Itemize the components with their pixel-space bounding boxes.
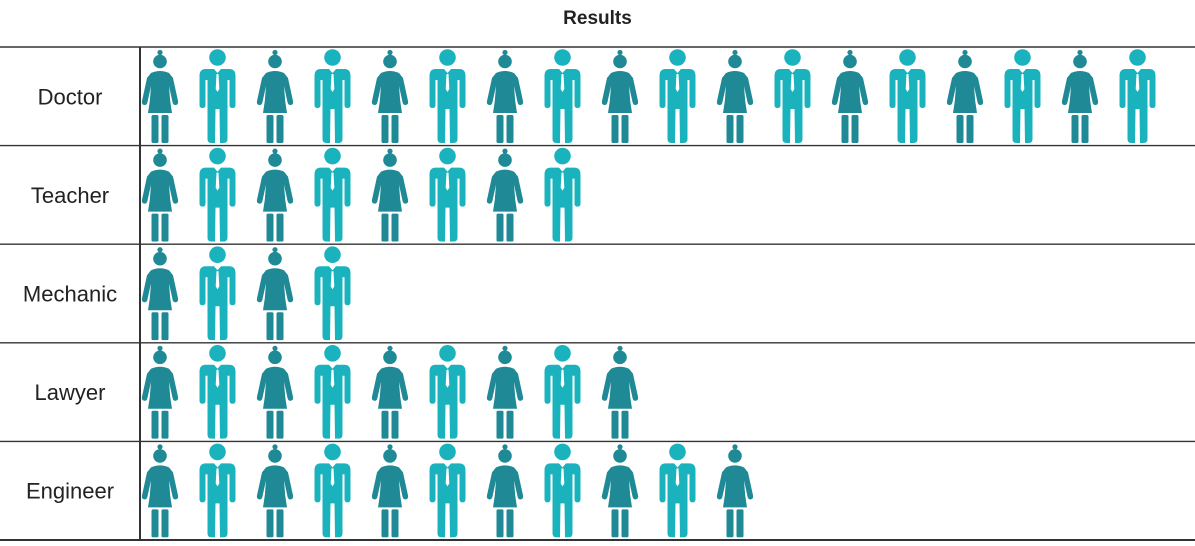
man-icon [1120, 49, 1156, 143]
man-icon [315, 246, 351, 340]
man-icon [430, 345, 466, 439]
woman-icon [372, 149, 408, 242]
man-icon [200, 49, 236, 143]
woman-icon [372, 346, 408, 439]
woman-icon [257, 50, 293, 143]
man-icon [315, 49, 351, 143]
category-label: Engineer [26, 479, 114, 504]
category-label: Doctor [38, 84, 103, 109]
woman-icon [257, 346, 293, 439]
man-icon [775, 49, 811, 143]
man-icon [315, 148, 351, 242]
woman-icon [717, 50, 753, 143]
pictogram-icons [142, 49, 1156, 537]
man-icon [545, 345, 581, 439]
man-icon [660, 444, 696, 538]
woman-icon [487, 50, 523, 143]
man-icon [545, 444, 581, 538]
woman-icon [372, 50, 408, 143]
woman-icon [487, 149, 523, 242]
category-label: Lawyer [35, 380, 106, 405]
man-icon [545, 148, 581, 242]
man-icon [430, 148, 466, 242]
man-icon [200, 444, 236, 538]
woman-icon [717, 444, 753, 537]
man-icon [660, 49, 696, 143]
man-icon [545, 49, 581, 143]
woman-icon [142, 247, 178, 340]
man-icon [200, 148, 236, 242]
category-label: Teacher [31, 183, 109, 208]
woman-icon [947, 50, 983, 143]
woman-icon [372, 444, 408, 537]
woman-icon [487, 346, 523, 439]
woman-icon [257, 444, 293, 537]
man-icon [200, 246, 236, 340]
man-icon [315, 444, 351, 538]
woman-icon [257, 149, 293, 242]
woman-icon [832, 50, 868, 143]
woman-icon [602, 50, 638, 143]
woman-icon [487, 444, 523, 537]
woman-icon [1062, 50, 1098, 143]
woman-icon [142, 50, 178, 143]
man-icon [200, 345, 236, 439]
man-icon [430, 444, 466, 538]
category-label: Mechanic [23, 282, 117, 307]
woman-icon [602, 346, 638, 439]
man-icon [430, 49, 466, 143]
woman-icon [142, 346, 178, 439]
woman-icon [257, 247, 293, 340]
woman-icon [602, 444, 638, 537]
woman-icon [142, 149, 178, 242]
man-icon [315, 345, 351, 439]
man-icon [890, 49, 926, 143]
man-icon [1005, 49, 1041, 143]
woman-icon [142, 444, 178, 537]
